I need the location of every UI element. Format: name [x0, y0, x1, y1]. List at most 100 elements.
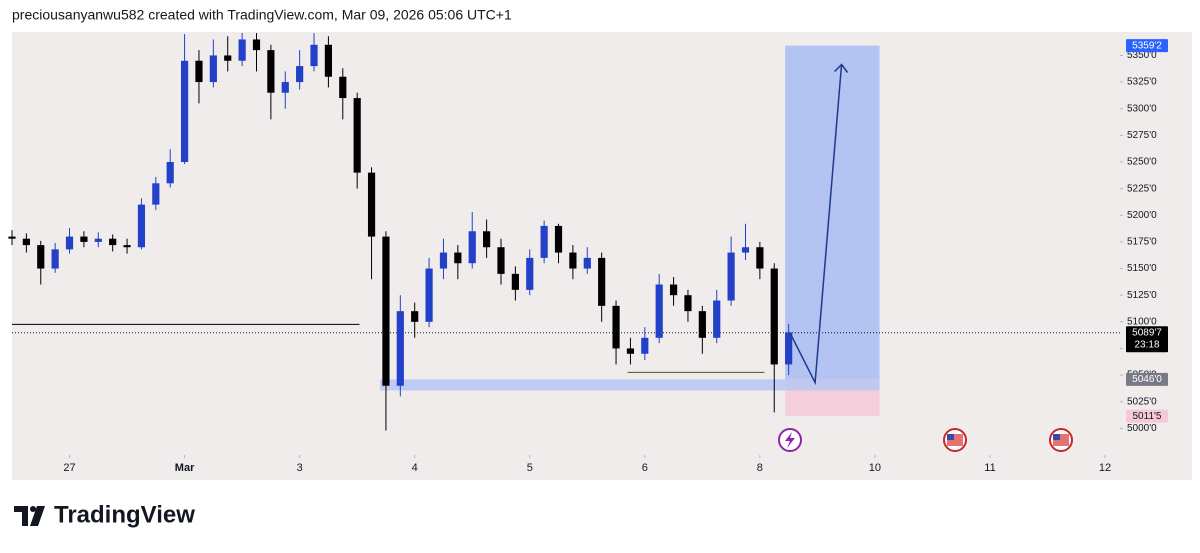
candle-body: [713, 300, 721, 338]
candle-body: [756, 247, 764, 269]
price-label: 5089'7: [1132, 327, 1162, 338]
brand: TradingView: [54, 501, 195, 528]
candle-body: [94, 238, 102, 242]
candle-body: [540, 225, 548, 258]
y-tick-label: 5150'0: [1127, 263, 1157, 274]
arrow-head: [834, 63, 849, 73]
candle-body: [612, 305, 620, 349]
candle-body: [554, 225, 563, 253]
candle-body: [526, 257, 534, 290]
candle-body: [439, 252, 448, 269]
candle-body: [698, 311, 706, 338]
candle-body: [238, 39, 246, 61]
price-label: 5359'2: [1132, 40, 1162, 51]
candle-body: [641, 337, 649, 354]
candle-body: [310, 44, 318, 67]
y-tick-label: 5200'0: [1127, 210, 1157, 221]
y-tick-label: 5300'0: [1127, 103, 1157, 114]
candle-body: [454, 252, 462, 264]
y-tick-label: 5250'0: [1127, 157, 1157, 168]
candle-body: [209, 55, 217, 83]
lightning: [785, 432, 795, 448]
candle-body: [80, 236, 88, 242]
logo-mark: [14, 506, 28, 526]
candle-body: [468, 231, 476, 264]
candle-body: [37, 245, 45, 269]
credit: preciousanyanwu582 created with TradingV…: [12, 7, 512, 23]
time-axis-bg: [12, 455, 1192, 480]
candle-body: [770, 268, 778, 365]
candle-body: [267, 50, 275, 93]
x-tick-label: 27: [63, 462, 75, 474]
candle-body: [583, 257, 591, 269]
price-label-bg: [1126, 409, 1168, 423]
x-tick-label: Mar: [175, 462, 195, 474]
logo-mark: [30, 506, 45, 526]
y-tick-label: 5125'0: [1127, 290, 1157, 301]
logo-dot: [30, 506, 36, 512]
logo: TradingView: [14, 501, 195, 528]
projection-arrow: [789, 64, 843, 386]
x-tick-label: 12: [1099, 462, 1111, 474]
candle-body: [109, 238, 117, 246]
candle-body: [396, 311, 404, 386]
x-tick-label: 8: [757, 462, 763, 474]
candle-body: [180, 60, 189, 162]
candle-body: [626, 348, 635, 354]
y-tick-label: 5225'0: [1127, 183, 1157, 194]
candle-body: [353, 98, 361, 173]
candle-body: [411, 311, 419, 322]
candle-body: [296, 66, 304, 83]
target-zone: [785, 45, 880, 380]
price-label: 5011'5: [1133, 411, 1162, 422]
candle-body: [425, 268, 433, 322]
candle-body: [252, 39, 261, 51]
x-tick-label: 10: [869, 462, 881, 474]
candle-body: [669, 284, 678, 296]
candle-body: [511, 273, 519, 290]
candle-body: [569, 252, 577, 269]
x-tick-label: 6: [642, 462, 648, 474]
candle-body: [22, 238, 30, 246]
candle-body: [324, 44, 333, 77]
candle-body: [483, 231, 491, 248]
candle-body: [65, 236, 74, 250]
event-icons: [778, 428, 1073, 452]
demand-zone: [380, 379, 880, 391]
y-tick-label: 5350'0: [1127, 50, 1157, 61]
candle-body: [166, 161, 174, 184]
candle-body: [785, 332, 793, 365]
candle-body: [8, 236, 16, 239]
price-label-bg: [1126, 372, 1168, 386]
countdown: 23:18: [1134, 339, 1159, 350]
candle-body: [598, 257, 606, 306]
price-label-bg: [1126, 326, 1168, 353]
candle-body: [497, 247, 505, 274]
candle-body: [339, 76, 347, 99]
price-label: 5046'0: [1132, 374, 1162, 385]
candle-body: [152, 183, 160, 205]
candle-body: [382, 236, 390, 386]
candle-body: [367, 172, 376, 237]
x-tick-label: 4: [412, 462, 418, 474]
candle-body: [741, 247, 750, 253]
y-tick-label: 5100'0: [1127, 316, 1157, 327]
flag-canton: [947, 434, 954, 440]
x-tick-label: 3: [297, 462, 303, 474]
candle-body: [684, 295, 692, 312]
candle-body: [655, 284, 663, 338]
price-label-bg: [1126, 39, 1168, 53]
y-tick-label: 5175'0: [1127, 237, 1157, 248]
x-tick-label: 11: [984, 462, 995, 474]
y-tick-label: 5275'0: [1127, 130, 1157, 141]
candle-body: [195, 60, 203, 83]
candle-body: [727, 252, 735, 301]
flag-canton: [1053, 434, 1060, 440]
candle-body: [123, 245, 131, 248]
candle-body: [51, 249, 59, 269]
candle-body: [137, 204, 146, 248]
y-tick-label: 5000'0: [1127, 423, 1157, 434]
candle-body: [224, 55, 232, 61]
y-tick-label: 5025'0: [1127, 396, 1157, 407]
x-tick-label: 5: [527, 462, 533, 474]
